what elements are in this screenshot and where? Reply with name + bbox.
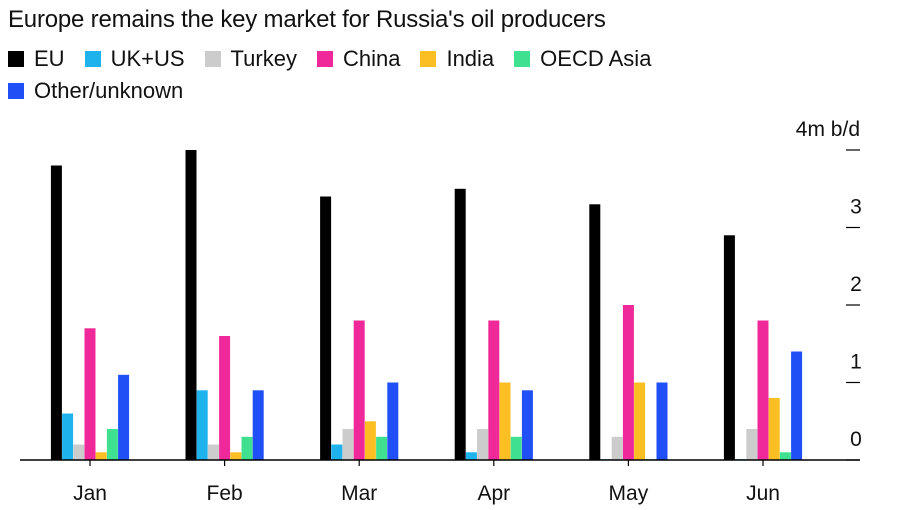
bar-turkey — [611, 436, 623, 461]
legend-swatch — [8, 83, 24, 99]
legend-item: Other/unknown — [8, 78, 183, 104]
bar-eu — [320, 196, 332, 460]
bar-eu — [50, 165, 62, 460]
bar-other-unknown — [387, 382, 399, 460]
legend-swatch — [316, 51, 333, 67]
bar-india — [364, 421, 376, 461]
bar-china — [84, 328, 96, 461]
bar-china — [353, 320, 365, 460]
bar-china — [622, 305, 634, 460]
legend-label: China — [342, 46, 401, 71]
bar-oecd-asia — [376, 436, 388, 461]
legend-label: UK+US — [110, 46, 185, 71]
legend-label: Turkey — [230, 46, 297, 71]
bar-other-unknown — [252, 390, 264, 461]
y-tick-label: 3 — [850, 196, 862, 219]
bar-uk-us — [465, 452, 477, 461]
legend-item: China — [316, 46, 401, 72]
legend-swatch — [8, 51, 24, 67]
legend-item: India — [420, 46, 494, 72]
bar-other-unknown — [791, 351, 803, 460]
legend-item: OECD Asia — [514, 46, 651, 72]
x-tick-label: Jun — [746, 482, 780, 505]
x-tick-label: Apr — [477, 482, 510, 505]
bar-eu — [723, 235, 735, 461]
bar-uk-us — [62, 413, 74, 460]
bar-turkey — [73, 444, 85, 460]
bar-china — [757, 320, 769, 460]
bar-oecd-asia — [241, 436, 253, 461]
x-tick-label: Feb — [207, 482, 243, 505]
bar-eu — [589, 204, 601, 461]
bar-uk-us — [196, 390, 208, 461]
x-tick-label: May — [609, 482, 649, 505]
legend-item: EU — [8, 46, 65, 72]
x-tick-label: Jan — [73, 482, 107, 505]
chart-title: Europe remains the key market for Russia… — [8, 6, 606, 33]
bar-other-unknown — [521, 390, 533, 461]
y-tick-label: 0 — [850, 428, 862, 451]
y-unit-label: 4m b/d — [796, 118, 860, 141]
bar-china — [488, 320, 500, 460]
legend-label: Other/unknown — [34, 78, 184, 103]
legend-label: OECD Asia — [540, 46, 652, 71]
bar-india — [768, 398, 780, 460]
legend-swatch — [420, 51, 437, 67]
bar-eu — [185, 150, 197, 460]
legend: EU UK+US Turkey China India OECD Asia Other/un… — [8, 46, 768, 104]
bar-eu — [454, 188, 466, 461]
bar-turkey — [342, 429, 354, 460]
legend-swatch — [84, 51, 101, 67]
bar-oecd-asia — [106, 429, 118, 460]
legend-swatch — [514, 51, 531, 67]
legend-label: EU — [34, 46, 65, 71]
y-tick-label: 1 — [850, 351, 862, 374]
x-tick-label: Mar — [341, 482, 377, 505]
legend-item: UK+US — [84, 46, 185, 72]
bar-india — [95, 452, 107, 461]
bar-turkey — [746, 429, 758, 460]
bar-oecd-asia — [779, 452, 791, 461]
bar-turkey — [477, 429, 489, 460]
bar-india — [230, 452, 242, 461]
bar-india — [634, 382, 646, 460]
y-tick-label: 2 — [850, 273, 862, 296]
bar-oecd-asia — [510, 436, 522, 461]
legend-swatch — [204, 51, 221, 67]
bar-other-unknown — [118, 374, 130, 461]
legend-label: India — [446, 46, 495, 71]
bar-other-unknown — [656, 382, 668, 460]
bar-china — [219, 336, 231, 460]
bar-india — [499, 382, 511, 460]
legend-item: Turkey — [204, 46, 297, 72]
bar-uk-us — [331, 444, 343, 460]
bar-turkey — [207, 444, 219, 460]
